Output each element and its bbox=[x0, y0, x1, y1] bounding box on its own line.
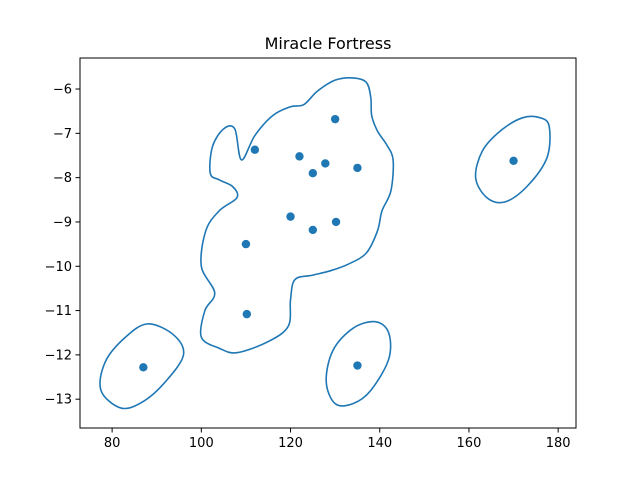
plot-frame bbox=[79, 57, 577, 429]
scatter-point bbox=[250, 145, 260, 154]
y-tick-label: −9 bbox=[53, 215, 72, 230]
scatter-point bbox=[308, 225, 318, 235]
x-tick-label: 160 bbox=[457, 436, 482, 451]
scatter-point bbox=[242, 309, 252, 319]
y-tick-label: −6 bbox=[53, 83, 72, 98]
cluster-contour-main bbox=[199, 77, 395, 354]
y-tick-label: −8 bbox=[53, 171, 72, 186]
scatter-point bbox=[321, 159, 330, 168]
x-tick-label: 100 bbox=[189, 436, 214, 451]
scatter-point bbox=[353, 163, 362, 173]
scatter-point bbox=[295, 152, 304, 161]
scatter-point bbox=[509, 156, 518, 165]
scatter-point bbox=[241, 239, 251, 249]
x-tick-label: 120 bbox=[278, 436, 303, 451]
cluster-contour-right bbox=[474, 115, 551, 204]
y-tick-label: −10 bbox=[45, 260, 72, 275]
scatter-point bbox=[331, 217, 341, 227]
point-layer bbox=[139, 114, 518, 372]
x-tick-label: 80 bbox=[104, 436, 121, 451]
y-axis: −6 −7 −8 −9 −10 −11 −12 −13 bbox=[45, 83, 80, 408]
scatter-point bbox=[286, 212, 295, 221]
cluster-contour-bottom-left bbox=[99, 323, 185, 410]
x-tick-label: 140 bbox=[367, 436, 392, 451]
y-tick-label: −7 bbox=[53, 127, 72, 142]
x-axis: 80 100 120 140 160 180 bbox=[104, 428, 571, 451]
scatter-point bbox=[308, 169, 318, 178]
y-tick-label: −11 bbox=[45, 304, 72, 319]
cluster-contour-bottom-center bbox=[325, 320, 392, 407]
contour-layer bbox=[99, 77, 551, 410]
scatter-point bbox=[330, 114, 340, 124]
scatter-point bbox=[353, 361, 362, 370]
scatter-point bbox=[139, 363, 148, 372]
chart-title: Miracle Fortress bbox=[265, 34, 392, 53]
x-tick-label: 180 bbox=[546, 436, 571, 451]
y-tick-label: −12 bbox=[45, 348, 72, 363]
y-tick-label: −13 bbox=[45, 393, 72, 408]
